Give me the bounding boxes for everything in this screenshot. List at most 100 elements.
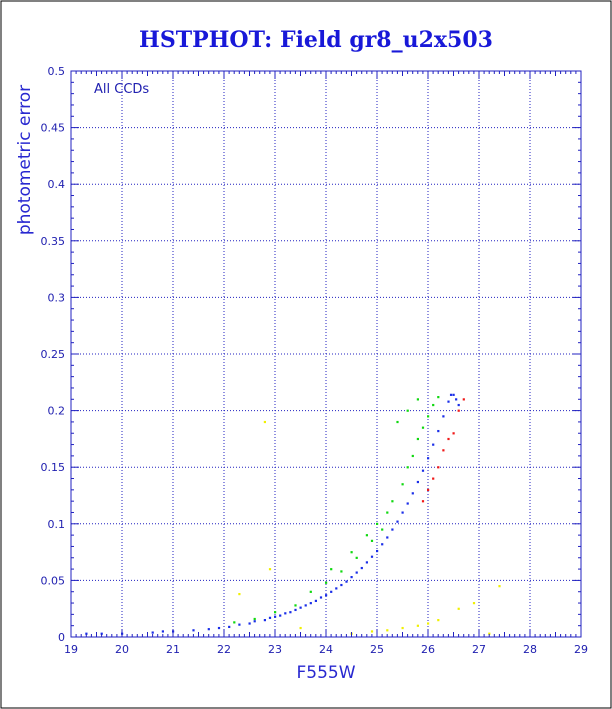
data-point bbox=[462, 398, 465, 401]
data-point bbox=[406, 466, 409, 469]
y-tick-label: 0.5 bbox=[48, 65, 66, 78]
data-point bbox=[427, 415, 430, 418]
data-point bbox=[192, 629, 195, 632]
series-2 bbox=[421, 398, 465, 503]
data-point bbox=[376, 522, 379, 525]
x-tick-label: 19 bbox=[64, 643, 78, 656]
y-tick-label: 0.25 bbox=[41, 348, 66, 361]
data-point bbox=[355, 571, 358, 574]
data-point bbox=[427, 457, 430, 460]
data-point bbox=[391, 500, 394, 503]
data-point bbox=[457, 607, 460, 610]
data-point bbox=[238, 592, 241, 596]
data-point bbox=[284, 612, 287, 615]
data-point bbox=[299, 626, 302, 630]
data-point bbox=[365, 534, 368, 537]
data-point bbox=[299, 606, 302, 609]
data-point bbox=[437, 466, 440, 469]
data-point bbox=[238, 623, 241, 626]
data-point bbox=[151, 631, 154, 634]
data-point bbox=[309, 590, 312, 593]
data-point bbox=[360, 566, 363, 570]
x-tick-label: 25 bbox=[370, 643, 384, 656]
data-point bbox=[442, 415, 445, 418]
data-point bbox=[350, 576, 353, 579]
data-point bbox=[416, 437, 419, 441]
y-tick-label: 0.35 bbox=[41, 235, 66, 248]
data-point bbox=[401, 511, 404, 514]
x-tick-label: 27 bbox=[472, 643, 486, 656]
x-tick-labels: 19 20 21 22 23 24 25 26 27 28 29 bbox=[64, 643, 588, 656]
data-point bbox=[274, 615, 277, 618]
x-tick-label: 23 bbox=[268, 643, 282, 656]
annotation-all-ccds: All CCDs bbox=[94, 82, 149, 97]
data-point bbox=[449, 393, 453, 396]
data-point bbox=[401, 626, 404, 630]
data-point bbox=[401, 483, 404, 486]
data-point bbox=[325, 581, 328, 584]
y-tick-label: 0.45 bbox=[41, 122, 66, 135]
data-point bbox=[416, 624, 419, 627]
data-point bbox=[396, 420, 399, 424]
series-0 bbox=[85, 393, 460, 635]
data-point bbox=[411, 454, 414, 458]
data-point bbox=[447, 400, 450, 403]
data-point bbox=[421, 500, 425, 503]
data-point bbox=[411, 492, 414, 495]
data-point bbox=[161, 630, 164, 633]
data-point bbox=[274, 611, 277, 614]
data-point bbox=[421, 469, 425, 472]
data-point bbox=[457, 409, 460, 412]
axis-ticks bbox=[70, 70, 582, 638]
data-point bbox=[294, 608, 297, 612]
y-tick-labels: 0 0.05 0.1 0.15 0.2 0.25 0.3 0.35 0.4 0.45 0.5 bbox=[41, 65, 66, 644]
data-point bbox=[427, 488, 430, 492]
data-point bbox=[253, 617, 256, 621]
data-point bbox=[421, 426, 425, 429]
data-point bbox=[455, 398, 458, 401]
x-tick-label: 26 bbox=[421, 643, 435, 656]
y-tick-label: 0.05 bbox=[41, 574, 66, 587]
data-point bbox=[437, 396, 440, 399]
data-point bbox=[289, 611, 292, 614]
data-point bbox=[268, 568, 272, 571]
data-point bbox=[85, 632, 88, 635]
y-axis-label: photometric error bbox=[15, 85, 35, 235]
data-point bbox=[100, 632, 103, 635]
data-point bbox=[263, 619, 266, 622]
data-point bbox=[248, 622, 251, 625]
data-point bbox=[442, 449, 445, 452]
data-point bbox=[228, 625, 231, 629]
data-point bbox=[396, 520, 399, 523]
data-point bbox=[314, 599, 317, 602]
data-point bbox=[452, 393, 455, 396]
data-point bbox=[432, 477, 435, 480]
data-point bbox=[370, 539, 374, 542]
data-point bbox=[340, 570, 343, 573]
data-point bbox=[386, 536, 389, 539]
data-point bbox=[376, 549, 379, 553]
data-point bbox=[217, 626, 221, 630]
data-point bbox=[406, 502, 409, 505]
y-tick-label: 0.3 bbox=[48, 291, 66, 304]
y-tick-label: 0.4 bbox=[48, 178, 66, 191]
data-point bbox=[427, 622, 430, 625]
data-point bbox=[432, 403, 435, 407]
data-point bbox=[437, 429, 440, 433]
x-tick-label: 22 bbox=[217, 643, 231, 656]
data-point bbox=[233, 621, 236, 624]
data-point bbox=[370, 555, 374, 558]
y-tick-label: 0.15 bbox=[41, 461, 66, 474]
chart-title: HSTPHOT: Field gr8_u2x503 bbox=[139, 27, 493, 53]
data-point bbox=[488, 632, 491, 635]
data-point bbox=[355, 556, 358, 559]
data-point bbox=[432, 443, 435, 446]
data-point bbox=[319, 596, 323, 599]
data-point bbox=[330, 590, 333, 593]
grid bbox=[71, 71, 581, 637]
x-axis-label: F555W bbox=[296, 663, 355, 683]
x-tick-label: 29 bbox=[574, 643, 588, 656]
data-point bbox=[325, 594, 328, 597]
data-point bbox=[457, 403, 460, 407]
